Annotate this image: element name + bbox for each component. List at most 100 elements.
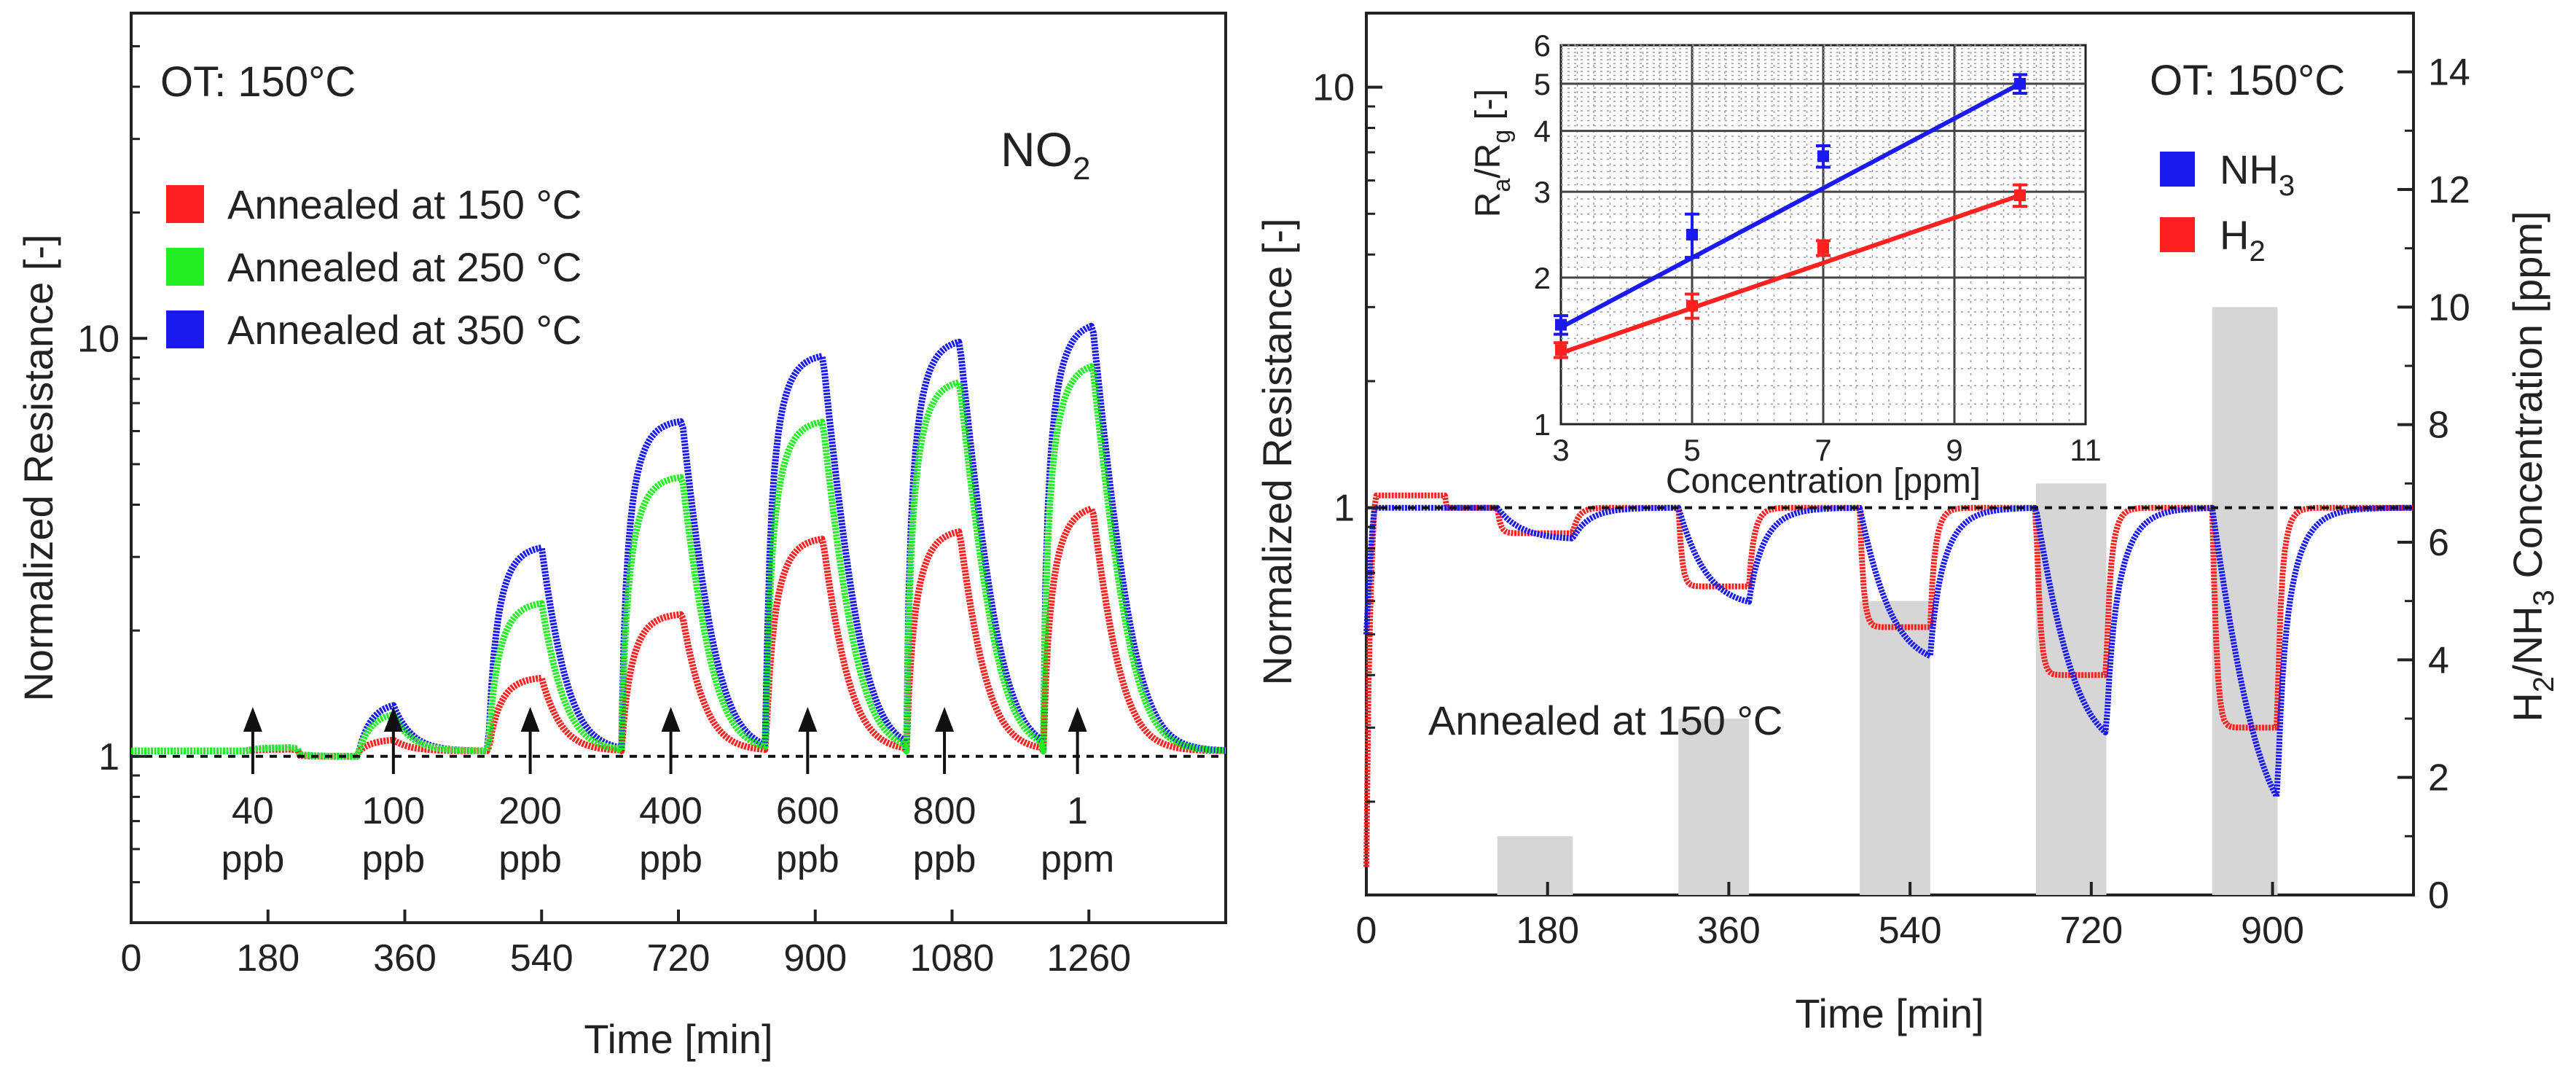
inset-y-tick-label: 1	[1534, 407, 1551, 442]
right-y2-tick-label: 8	[2428, 404, 2449, 447]
inset-y-tick-label: 6	[1534, 28, 1551, 63]
left-arrow-head	[520, 707, 540, 732]
left-concentration-unit: ppb	[222, 838, 285, 880]
left-x-tick-label: 1260	[1046, 937, 1131, 980]
inset-y-tick-label: 2	[1534, 261, 1551, 295]
right-y2-tick-label: 12	[2428, 169, 2470, 211]
right-y2-tick-label: 0	[2428, 875, 2449, 917]
left-arrow-head	[935, 707, 955, 732]
right-y2-tick-label: 6	[2428, 522, 2449, 564]
left-concentration-unit: ppb	[776, 838, 839, 880]
right-legend-swatch-nh3	[2160, 152, 2195, 187]
inset-fit-line-nh3	[1559, 82, 2021, 329]
no2-response-chart: 0 180 360 540 720 900 1080 1260 1 10 40 ppb 100 ppb…	[15, 12, 1227, 1062]
left-concentration-unit: ppm	[1041, 838, 1114, 880]
inset-y-tick-label: 3	[1534, 175, 1551, 209]
left-x-tick-label: 1080	[910, 937, 995, 980]
left-series-line-1	[130, 363, 1227, 760]
left-x-tick-label: 360	[373, 937, 436, 980]
left-x-tick-label: 720	[647, 937, 710, 980]
left-concentration-value: 40	[232, 790, 274, 832]
left-concentration-unit: ppb	[913, 838, 976, 880]
left-arrow-head	[798, 707, 818, 732]
inset-fit-line-h2	[1560, 193, 2021, 356]
inset-point-nh3	[2014, 77, 2026, 90]
right-concentration-bar	[1860, 601, 1930, 895]
left-legend: Annealed at 150 °C Annealed at 250 °C An…	[166, 181, 582, 353]
right-x-axis-title: Time [min]	[1795, 990, 1984, 1036]
right-legend-label-h2: H2	[2220, 212, 2266, 267]
left-concentration-value: 600	[776, 790, 839, 832]
right-concentration-bar	[2212, 307, 2278, 895]
right-y-tick-label: 10	[1312, 67, 1355, 109]
inset-point-h2	[1817, 242, 1829, 254]
inset-x-tick-label: 5	[1683, 433, 1700, 467]
right-y2-tick-label: 14	[2428, 52, 2470, 94]
inset-y-tick-label: 4	[1534, 114, 1551, 149]
right-y2-tick-label: 2	[2428, 757, 2449, 800]
inset-x-tick-label: 7	[1814, 433, 1831, 467]
inset-point-h2	[2014, 189, 2026, 202]
left-concentration-value: 1	[1067, 790, 1088, 832]
inset-x-tick-label: 11	[2070, 433, 2102, 467]
left-x-axis-title: Time [min]	[584, 1016, 772, 1062]
left-legend-label-150: Annealed at 150 °C	[227, 181, 582, 227]
inset-x-tick-label: 3	[1552, 433, 1569, 467]
left-plot-frame	[130, 12, 1227, 924]
left-legend-swatch-350	[166, 310, 204, 348]
right-annealed-label: Annealed at 150 °C	[1428, 697, 1782, 743]
left-concentration-value: 400	[639, 790, 702, 832]
right-concentration-bar	[1497, 836, 1573, 895]
inset-point-h2	[1555, 344, 1567, 356]
left-concentration-unit: ppb	[639, 838, 702, 880]
inset-point-nh3	[1555, 318, 1567, 331]
left-arrow-head	[1068, 707, 1087, 732]
inset-y-axis-title: Ra/Rg [-]	[1469, 89, 1516, 218]
left-x-tick-label: 900	[783, 937, 847, 980]
right-legend-label-nh3: NH3	[2220, 146, 2295, 202]
inset-point-nh3	[1686, 228, 1698, 241]
left-x-tick-label: 0	[121, 937, 142, 980]
inset-point-h2	[1686, 300, 1698, 312]
left-arrow-head	[661, 707, 681, 732]
inset-point-nh3	[1817, 150, 1829, 163]
right-concentration-bar	[2035, 483, 2107, 895]
right-y2-tick-label: 10	[2428, 286, 2470, 329]
right-legend-swatch-h2	[2160, 217, 2195, 252]
left-legend-swatch-150	[166, 185, 204, 223]
left-concentration-unit: ppb	[498, 838, 562, 880]
left-y-tick-label: 1	[98, 736, 120, 778]
left-x-tick-label: 540	[510, 937, 573, 980]
inset-y-tick-label: 5	[1534, 67, 1551, 101]
left-concentration-unit: ppb	[361, 838, 425, 880]
right-concentration-bar	[1678, 719, 1750, 895]
right-series-line-nh3	[1363, 504, 2415, 800]
right-x-tick-label: 720	[2059, 910, 2123, 952]
left-x-tick-label: 180	[236, 937, 300, 980]
right-y-axis-title: Normalized Resistance [-]	[1254, 218, 1300, 685]
right-x-tick-label: 0	[1356, 910, 1377, 952]
right-x-tick-label: 180	[1516, 910, 1579, 952]
left-legend-label-250: Annealed at 250 °C	[227, 244, 582, 290]
left-legend-swatch-250	[166, 248, 204, 286]
inset-x-axis-title: Concentration [ppm]	[1666, 462, 1981, 501]
right-x-tick-label: 360	[1697, 910, 1761, 952]
left-y-tick-label: 10	[77, 318, 120, 360]
right-y2-axis-title: H2/NH3 Concentration [ppm]	[2505, 211, 2560, 722]
right-legend: NH3 H2	[2160, 146, 2295, 267]
left-concentration-value: 100	[361, 790, 425, 832]
right-x-tick-label: 540	[1879, 910, 1942, 952]
inset-x-tick-label: 9	[1946, 433, 1962, 467]
left-concentration-value: 800	[913, 790, 976, 832]
left-y-axis-title: Normalized Resistance [-]	[15, 234, 61, 701]
left-gas-label: NO2	[1001, 122, 1090, 187]
left-legend-label-350: Annealed at 350 °C	[227, 307, 582, 353]
left-operating-temp: OT: 150°C	[160, 58, 356, 106]
left-arrow-head	[383, 707, 403, 732]
right-y-tick-label: 1	[1334, 488, 1355, 530]
left-arrow-head	[243, 707, 262, 732]
right-x-tick-label: 900	[2241, 910, 2304, 952]
